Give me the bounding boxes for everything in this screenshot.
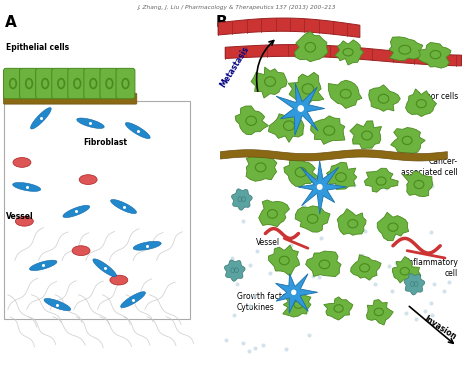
Ellipse shape (15, 216, 33, 226)
Polygon shape (350, 121, 382, 149)
FancyBboxPatch shape (52, 68, 71, 99)
Polygon shape (337, 209, 366, 235)
Polygon shape (283, 293, 311, 317)
Polygon shape (284, 157, 319, 187)
Polygon shape (77, 118, 104, 128)
Polygon shape (120, 292, 146, 308)
Polygon shape (366, 300, 393, 325)
Polygon shape (404, 274, 425, 295)
Polygon shape (365, 168, 398, 192)
Polygon shape (389, 37, 423, 61)
Ellipse shape (291, 290, 296, 295)
Text: Vessel: Vessel (256, 238, 280, 248)
Polygon shape (13, 183, 41, 192)
FancyBboxPatch shape (68, 68, 87, 99)
Text: Metastasis: Metastasis (219, 45, 251, 89)
Ellipse shape (72, 246, 90, 256)
Polygon shape (110, 200, 137, 214)
Text: Vessel: Vessel (6, 212, 34, 221)
Polygon shape (232, 189, 252, 210)
Polygon shape (29, 260, 57, 270)
Text: Invasion: Invasion (422, 314, 458, 342)
Polygon shape (44, 299, 71, 311)
Ellipse shape (317, 184, 323, 190)
Polygon shape (235, 106, 268, 135)
Polygon shape (369, 85, 400, 111)
Text: J. Zhang, J. Liu / Pharmacology & Therapeutics 137 (2013) 200–213: J. Zhang, J. Liu / Pharmacology & Therap… (138, 5, 336, 10)
Ellipse shape (110, 275, 128, 285)
Polygon shape (294, 31, 328, 62)
Text: B: B (216, 15, 228, 30)
Polygon shape (351, 255, 381, 280)
Ellipse shape (13, 158, 31, 168)
Ellipse shape (298, 105, 304, 112)
Polygon shape (328, 80, 362, 108)
Polygon shape (306, 251, 341, 277)
Text: Cancer-
associated cell: Cancer- associated cell (401, 157, 458, 177)
Polygon shape (298, 161, 346, 214)
Polygon shape (406, 89, 437, 117)
Polygon shape (133, 241, 161, 250)
Text: Inflammatory
cell: Inflammatory cell (406, 258, 458, 278)
Text: Tumor cells: Tumor cells (415, 92, 458, 101)
Polygon shape (268, 111, 304, 142)
Polygon shape (63, 206, 90, 218)
Polygon shape (377, 212, 409, 241)
Text: Fibroblast: Fibroblast (83, 138, 128, 147)
Polygon shape (220, 150, 447, 161)
Polygon shape (225, 45, 462, 66)
Polygon shape (218, 18, 360, 38)
Polygon shape (402, 172, 433, 197)
FancyArrowPatch shape (409, 306, 453, 343)
Polygon shape (324, 297, 353, 320)
Polygon shape (225, 260, 245, 281)
FancyBboxPatch shape (116, 68, 135, 99)
FancyBboxPatch shape (3, 93, 137, 104)
Polygon shape (259, 200, 290, 227)
Polygon shape (125, 123, 150, 139)
Polygon shape (392, 256, 421, 284)
Polygon shape (288, 72, 324, 105)
Polygon shape (276, 83, 325, 135)
Text: A: A (4, 15, 16, 30)
Polygon shape (295, 206, 330, 232)
FancyBboxPatch shape (19, 68, 38, 99)
Polygon shape (246, 152, 277, 181)
Polygon shape (311, 116, 345, 144)
FancyBboxPatch shape (36, 68, 55, 99)
Polygon shape (30, 108, 51, 129)
Polygon shape (251, 67, 287, 98)
Polygon shape (275, 273, 318, 313)
Polygon shape (268, 245, 300, 276)
Polygon shape (327, 162, 357, 189)
Text: Growth factors
Cytokines: Growth factors Cytokines (237, 292, 294, 312)
Ellipse shape (79, 175, 97, 184)
FancyBboxPatch shape (100, 68, 119, 99)
Polygon shape (93, 259, 117, 277)
FancyBboxPatch shape (3, 101, 190, 319)
Text: Epithelial cells: Epithelial cells (6, 43, 70, 52)
FancyBboxPatch shape (84, 68, 103, 99)
FancyArrowPatch shape (256, 41, 273, 91)
Polygon shape (391, 128, 425, 153)
Polygon shape (418, 42, 451, 68)
Polygon shape (335, 40, 364, 65)
FancyBboxPatch shape (3, 68, 22, 99)
